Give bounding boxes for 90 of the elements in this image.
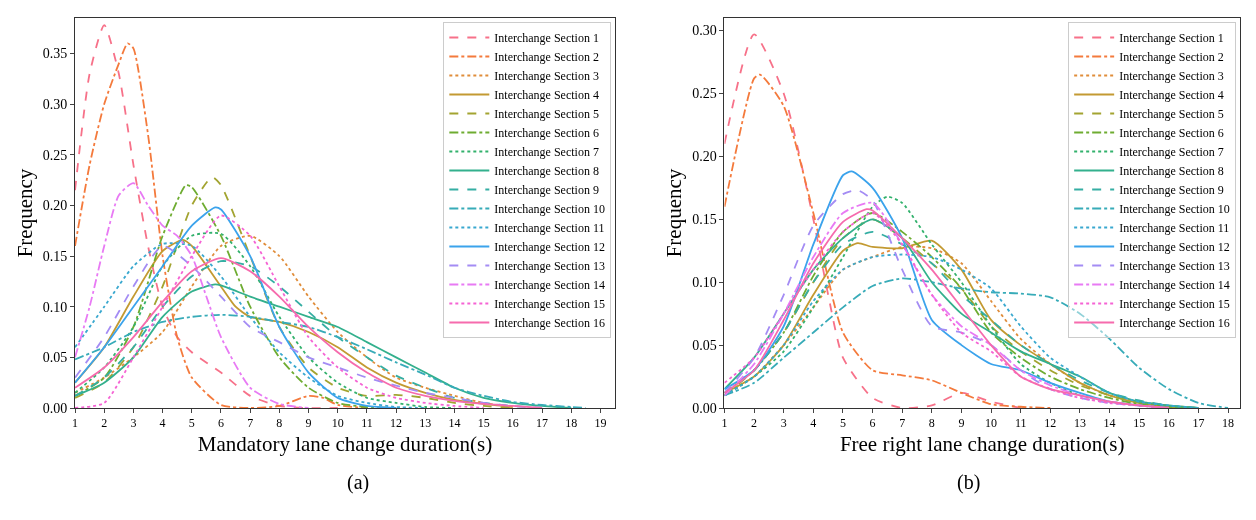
legend-label: Interchange Section 6 [1119, 126, 1224, 141]
legend-label: Interchange Section 16 [494, 316, 605, 331]
legend-label: Interchange Section 9 [494, 183, 599, 198]
legend-label: Interchange Section 3 [494, 69, 599, 84]
x-tick-label: 8 [928, 416, 935, 431]
x-tick-label: 3 [780, 416, 787, 431]
x-axis-title: Mandatory lane change duration(s) [197, 431, 493, 456]
legend-label: Interchange Section 6 [494, 126, 599, 141]
text: (a) [347, 471, 370, 494]
y-tick-label: 0.15 [692, 212, 717, 228]
legend-label: Interchange Section 15 [494, 297, 605, 312]
y-tick-label: 0.05 [42, 350, 68, 366]
y-tick-label: 0.10 [42, 299, 68, 315]
x-tick-label: 7 [247, 416, 254, 431]
legend-label: Interchange Section 4 [494, 88, 599, 103]
y-tick-label: 0.00 [692, 400, 717, 416]
x-tick-label: 18 [1222, 416, 1234, 431]
y-tick-label: 0.05 [692, 338, 717, 353]
y-tick-label: 0.20 [42, 198, 68, 214]
legend-label: Interchange Section 12 [494, 240, 605, 255]
x-tick-label: 5 [188, 416, 195, 431]
x-axis-title: Free right lane change duration(s) [839, 431, 1125, 456]
x-tick-label: 9 [305, 416, 312, 431]
x-tick-label: 9 [958, 416, 965, 431]
x-tick-label: 4 [810, 416, 817, 431]
y-tick-label: 0.35 [42, 46, 68, 62]
x-tick-label: 17 [536, 416, 549, 431]
x-tick-label: 6 [869, 416, 876, 431]
x-tick-label: 1 [721, 416, 728, 431]
legend-label: Interchange Section 4 [1119, 88, 1224, 103]
legend-label: Interchange Section 10 [494, 202, 605, 217]
legend-label: Interchange Section 1 [1119, 31, 1224, 46]
text: (b) [957, 471, 981, 494]
legend-label: Interchange Section 13 [1119, 259, 1230, 274]
x-tick-label: 7 [899, 416, 906, 431]
legend-label: Interchange Section 9 [1119, 183, 1224, 198]
legend-label: Interchange Section 14 [494, 278, 605, 293]
y-tick-label: 0.30 [692, 23, 717, 39]
x-tick-label: 15 [1133, 416, 1146, 431]
legend-label: Interchange Section 10 [1119, 202, 1230, 217]
x-tick-label: 10 [331, 416, 344, 431]
y-tick-label: 0.15 [42, 248, 68, 264]
legend-label: Interchange Section 7 [494, 145, 599, 160]
x-tick-label: 8 [276, 416, 283, 431]
x-tick-label: 5 [839, 416, 846, 431]
x-tick-label: 14 [1103, 416, 1116, 431]
legend-label: Interchange Section 16 [1119, 316, 1230, 331]
y-axis-title: Frequency [12, 168, 37, 258]
x-tick-label: 16 [1162, 416, 1175, 431]
x-tick-label: 18 [565, 416, 578, 431]
legend-label: Interchange Section 1 [494, 31, 599, 46]
x-tick-label: 2 [751, 416, 758, 431]
legend-label: Interchange Section 14 [1119, 278, 1230, 293]
legend-label: Interchange Section 8 [1119, 164, 1224, 179]
legend-label: Interchange Section 8 [494, 164, 599, 179]
y-tick-label: 0.00 [42, 400, 68, 416]
legend-label: Interchange Section 5 [494, 107, 599, 122]
x-tick-label: 10 [985, 416, 998, 431]
y-tick-label: 0.25 [692, 86, 717, 102]
legend-label: Interchange Section 3 [1119, 69, 1224, 84]
legend-label: Interchange Section 13 [494, 259, 605, 274]
x-tick-label: 1 [72, 416, 79, 431]
x-tick-label: 11 [361, 416, 373, 431]
x-tick-label: 6 [217, 416, 224, 431]
legend-label: Interchange Section 11 [1119, 221, 1230, 236]
x-tick-label: 11 [1014, 416, 1027, 431]
x-tick-label: 14 [448, 416, 461, 431]
legend-label: Interchange Section 2 [494, 50, 599, 65]
y-tick-label: 0.30 [42, 97, 68, 112]
x-tick-label: 12 [390, 416, 403, 431]
legend-label: Interchange Section 7 [1119, 145, 1224, 160]
x-tick-label: 17 [1192, 416, 1205, 431]
x-tick-label: 19 [594, 416, 607, 431]
x-tick-label: 12 [1044, 416, 1057, 431]
x-tick-label: 16 [506, 416, 519, 431]
x-tick-label: 2 [101, 416, 108, 431]
x-tick-label: 4 [159, 416, 166, 431]
x-tick-label: 15 [477, 416, 490, 431]
x-tick-label: 13 [1073, 416, 1086, 431]
y-tick-label: 0.10 [692, 275, 717, 291]
y-tick-label: 0.20 [692, 149, 717, 165]
y-axis-title: Frequency [662, 168, 687, 258]
legend-label: Interchange Section 11 [494, 221, 605, 236]
legend-label: Interchange Section 12 [1119, 240, 1230, 255]
legend-label: Interchange Section 15 [1119, 297, 1230, 312]
y-tick-label: 0.25 [42, 147, 68, 163]
legend-label: Interchange Section 2 [1119, 50, 1224, 65]
x-tick-label: 3 [130, 416, 137, 431]
legend-label: Interchange Section 5 [1119, 107, 1224, 122]
x-tick-label: 13 [419, 416, 432, 431]
